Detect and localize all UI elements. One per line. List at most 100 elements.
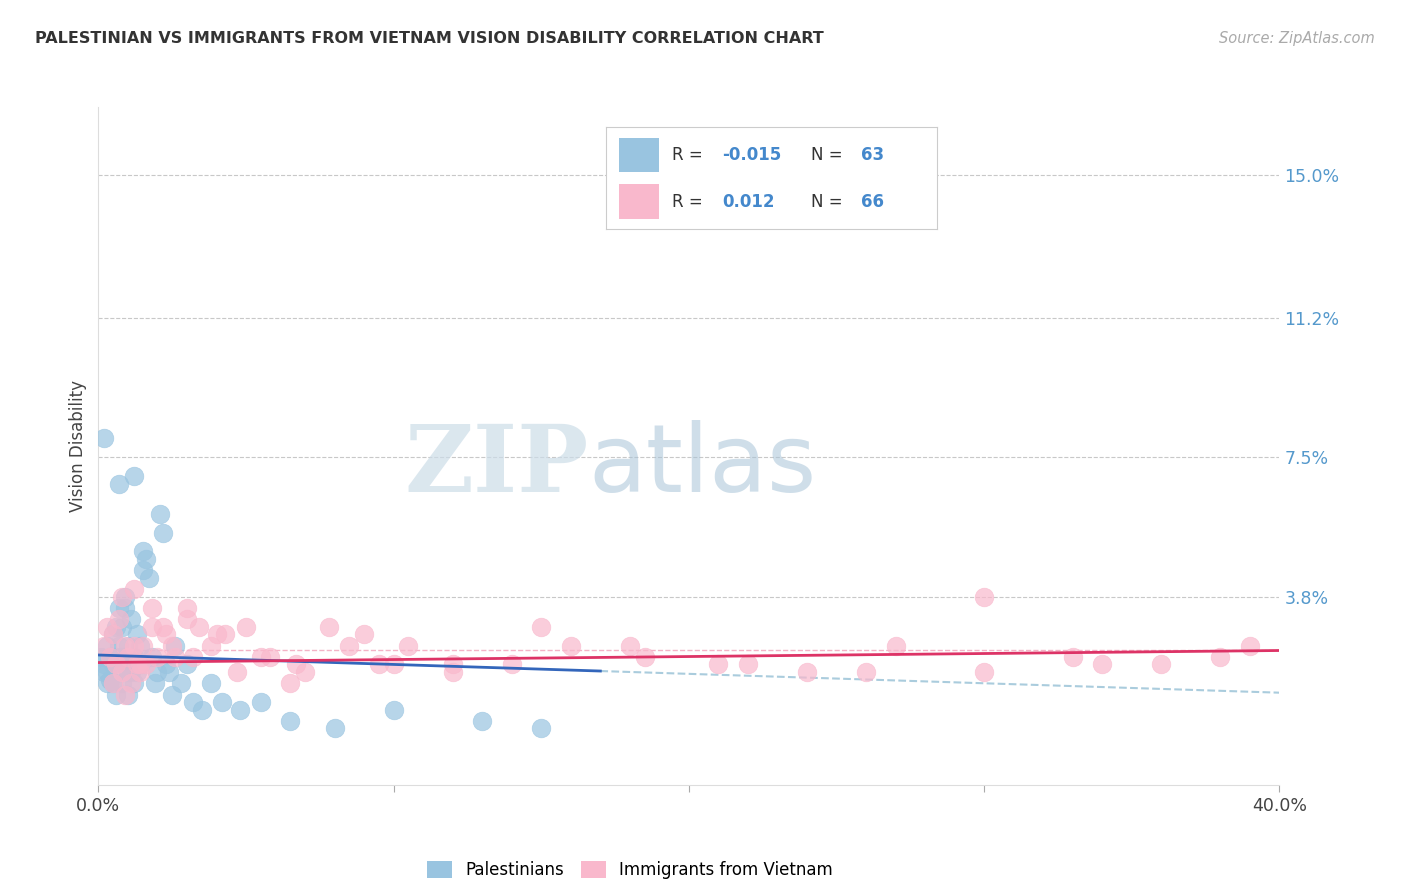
Point [128, 657, 150, 672]
Point [398, 639, 420, 653]
Point [117, 665, 139, 679]
Point [120, 676, 142, 690]
Point [105, 620, 128, 634]
Point [132, 563, 155, 577]
Point [165, 649, 187, 664]
Point [98, 673, 121, 687]
Point [141, 620, 163, 634]
Point [111, 665, 134, 679]
Point [117, 649, 139, 664]
Point [108, 639, 131, 653]
Point [114, 601, 136, 615]
Point [165, 639, 187, 653]
Point [176, 612, 198, 626]
Point [855, 665, 877, 679]
Point [211, 695, 233, 709]
Point [96, 620, 118, 634]
Point [707, 657, 730, 672]
Point [1150, 657, 1173, 672]
Point [132, 544, 155, 558]
Legend: Palestinians, Immigrants from Vietnam: Palestinians, Immigrants from Vietnam [420, 855, 839, 886]
Point [353, 627, 375, 641]
Bar [620, 137, 659, 172]
Point [96, 665, 118, 679]
Point [122, 649, 145, 664]
Point [187, 620, 209, 634]
Point [152, 525, 174, 540]
Point [441, 665, 464, 679]
Text: atlas: atlas [589, 420, 817, 512]
Point [181, 695, 204, 709]
Point [122, 582, 145, 596]
Point [1209, 649, 1232, 664]
Point [1091, 657, 1114, 672]
Text: 63: 63 [860, 145, 884, 164]
Point [135, 552, 157, 566]
Point [200, 639, 222, 653]
Point [181, 649, 204, 664]
Bar [620, 185, 659, 219]
Text: 66: 66 [860, 193, 884, 211]
Point [280, 714, 302, 728]
Point [96, 639, 118, 653]
Point [162, 639, 183, 653]
Point [235, 620, 257, 634]
Text: Source: ZipAtlas.com: Source: ZipAtlas.com [1219, 31, 1375, 46]
Point [973, 665, 995, 679]
Point [125, 657, 148, 672]
Point [146, 649, 169, 664]
Point [128, 665, 150, 679]
Point [128, 657, 150, 672]
Point [170, 676, 193, 690]
Point [285, 657, 308, 672]
Point [294, 665, 316, 679]
Point [114, 639, 136, 653]
Point [108, 476, 131, 491]
Point [141, 601, 163, 615]
Point [138, 571, 160, 585]
Point [93, 639, 115, 653]
Point [259, 649, 281, 664]
Text: -0.015: -0.015 [723, 145, 782, 164]
Point [368, 657, 391, 672]
Point [214, 627, 236, 641]
Point [1239, 639, 1261, 653]
Text: R =: R = [672, 145, 709, 164]
Text: N =: N = [811, 193, 848, 211]
Point [501, 657, 523, 672]
Point [382, 703, 405, 717]
Point [619, 639, 641, 653]
Point [96, 676, 118, 690]
Point [280, 676, 302, 690]
Point [226, 665, 249, 679]
Point [162, 688, 183, 702]
Point [103, 627, 125, 641]
Point [191, 703, 214, 717]
Point [111, 590, 134, 604]
Point [93, 665, 115, 679]
Point [111, 676, 134, 690]
Point [634, 649, 657, 664]
Point [737, 657, 759, 672]
Point [122, 676, 145, 690]
Text: ZIP: ZIP [405, 421, 589, 511]
Point [973, 590, 995, 604]
Point [103, 657, 125, 672]
Point [122, 639, 145, 653]
Point [105, 649, 128, 664]
Point [155, 657, 177, 672]
Point [176, 657, 198, 672]
Point [884, 639, 907, 653]
Point [146, 665, 169, 679]
Text: 0.012: 0.012 [723, 193, 775, 211]
Point [205, 627, 228, 641]
Point [114, 688, 136, 702]
Point [98, 649, 121, 664]
Point [200, 676, 222, 690]
Point [1062, 649, 1084, 664]
Point [143, 676, 166, 690]
Point [128, 639, 150, 653]
Point [103, 627, 125, 641]
Y-axis label: Vision Disability: Vision Disability [69, 380, 87, 512]
Point [108, 601, 131, 615]
